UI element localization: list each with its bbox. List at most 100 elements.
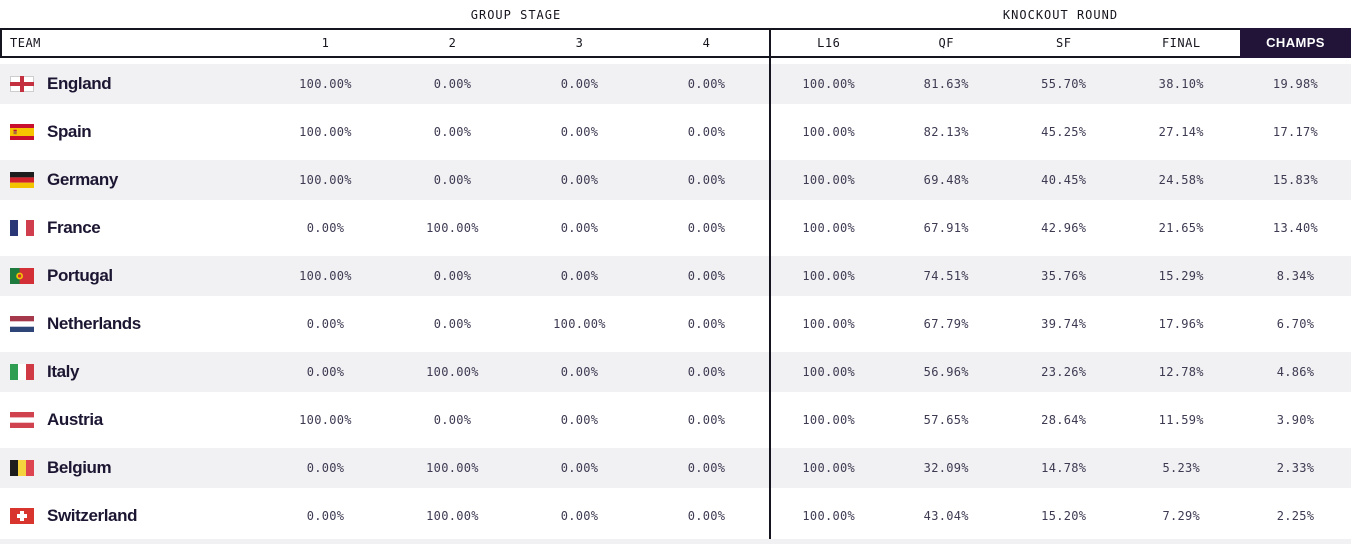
stat-cell-final: 15.29% [1158,269,1204,283]
stat-cell-l16: 100.00% [802,317,856,331]
stat-cell-4: 0.00% [687,413,726,427]
stat-cell-1: 0.00% [306,509,345,523]
header-cell-3[interactable]: 3 [575,36,584,50]
stat-cell-sf: 23.26% [1041,365,1087,379]
stat-cell-3: 0.00% [560,365,599,379]
stat-cell-qf: 67.79% [923,317,969,331]
table-row: Switzerland 0.00% 100.00% 0.00% 0.00% 100.00%… [0,492,1351,540]
stat-cell-l16: 100.00% [802,509,856,523]
header-cell-4[interactable]: 4 [702,36,711,50]
stat-cell-2: 0.00% [433,77,472,91]
stat-cell-champs: 13.40% [1272,221,1319,235]
stat-cell-4: 0.00% [687,461,726,475]
stat-cell-qf: 82.13% [923,125,969,139]
team-name: Spain [47,122,92,141]
header-cell-final[interactable]: FINAL [1161,36,1201,50]
stat-cell-champs: 8.34% [1276,269,1315,283]
stat-cell-l16: 100.00% [802,221,856,235]
stat-cell-l16: 100.00% [802,173,856,187]
stat-cell-3: 0.00% [560,77,599,91]
stat-cell-final: 24.58% [1158,173,1204,187]
stat-cell-final: 17.96% [1158,317,1204,331]
stat-cell-2: 100.00% [426,461,479,475]
flag-germany-icon [10,172,34,188]
header-cell-champs[interactable]: CHAMPS [1240,28,1351,58]
stat-cell-qf: 56.96% [923,365,969,379]
table-row: Italy 0.00% 100.00% 0.00% 0.00% 100.00% 56.96%… [0,348,1351,396]
stat-cell-sf: 15.20% [1041,509,1087,523]
next-row-sliver [0,539,1351,544]
stat-cell-final: 5.23% [1162,461,1201,475]
team-name: Italy [47,362,80,381]
header-cell-sf[interactable]: SF [1056,36,1072,50]
stat-cell-3: 0.00% [560,461,599,475]
stat-cell-sf: 45.25% [1041,125,1087,139]
stat-cell-1: 100.00% [299,125,352,139]
row-stripe [0,160,1351,200]
stat-cell-l16: 100.00% [802,77,856,91]
stat-cell-2: 100.00% [426,221,479,235]
stat-cell-final: 7.29% [1162,509,1201,523]
stat-cell-4: 0.00% [687,221,726,235]
flag-belgium-icon [10,460,34,476]
stat-cell-champs: 6.70% [1276,317,1315,331]
team-cell: Italy [0,348,262,396]
header-cell-team[interactable]: TEAM [10,36,41,50]
stat-cell-4: 0.00% [687,269,726,283]
flag-england-icon [10,76,34,92]
stat-cell-champs: 2.25% [1276,509,1315,523]
flag-austria-icon [10,412,34,428]
stat-cell-sf: 14.78% [1041,461,1087,475]
stat-cell-sf: 40.45% [1041,173,1087,187]
stat-cell-sf: 35.76% [1041,269,1087,283]
team-name: Austria [47,410,103,429]
header-cell-1[interactable]: 1 [321,36,330,50]
stat-cell-2: 0.00% [433,173,472,187]
stat-cell-qf: 32.09% [923,461,969,475]
stat-cell-4: 0.00% [687,317,726,331]
team-name: Portugal [47,266,113,285]
row-stripe [0,256,1351,296]
group-stage-label: GROUP STAGE [470,8,562,22]
stat-cell-1: 100.00% [299,269,352,283]
stat-cell-4: 0.00% [687,77,726,91]
team-cell: Belgium [0,444,262,492]
team-name: Germany [47,170,118,189]
table-body: England 100.00% 0.00% 0.00% 0.00% 100.00% 81.6… [0,60,1351,540]
team-cell: Portugal [0,252,262,300]
team-name: England [47,74,112,93]
stat-cell-1: 0.00% [306,365,345,379]
stat-cell-1: 0.00% [306,317,345,331]
stat-cell-3: 0.00% [560,269,599,283]
stat-cell-final: 12.78% [1158,365,1204,379]
stat-cell-champs: 4.86% [1276,365,1315,379]
table-row: France 0.00% 100.00% 0.00% 0.00% 100.00% 67.91… [0,204,1351,252]
team-name: Switzerland [47,506,138,525]
stat-cell-2: 100.00% [426,365,479,379]
stat-cell-champs: 3.90% [1276,413,1315,427]
table-row: Austria 100.00% 0.00% 0.00% 0.00% 100.00% 57.6… [0,396,1351,444]
stat-cell-l16: 100.00% [802,125,856,139]
team-cell: Spain [0,108,262,156]
stat-cell-1: 0.00% [306,221,345,235]
row-stripe [0,64,1351,104]
flag-france-icon [10,220,34,236]
stat-cell-final: 21.65% [1158,221,1204,235]
stat-cell-final: 38.10% [1158,77,1204,91]
flag-spain-icon [10,124,34,140]
stat-cell-sf: 39.74% [1041,317,1087,331]
table-row: Spain 100.00% 0.00% 0.00% 0.00% 100.00% 82.13%… [0,108,1351,156]
stat-cell-2: 0.00% [433,125,472,139]
header-cell-l16[interactable]: L16 [817,36,841,50]
stat-cell-1: 0.00% [306,461,345,475]
header-cell-2[interactable]: 2 [448,36,457,50]
row-stripe [0,448,1351,488]
team-name: France [47,218,101,237]
header-cell-qf[interactable]: QF [938,36,954,50]
stat-cell-2: 0.00% [433,317,472,331]
team-cell: Netherlands [0,300,262,348]
stat-cell-final: 11.59% [1158,413,1204,427]
team-cell: Austria [0,396,262,444]
flag-portugal-icon [10,268,34,284]
